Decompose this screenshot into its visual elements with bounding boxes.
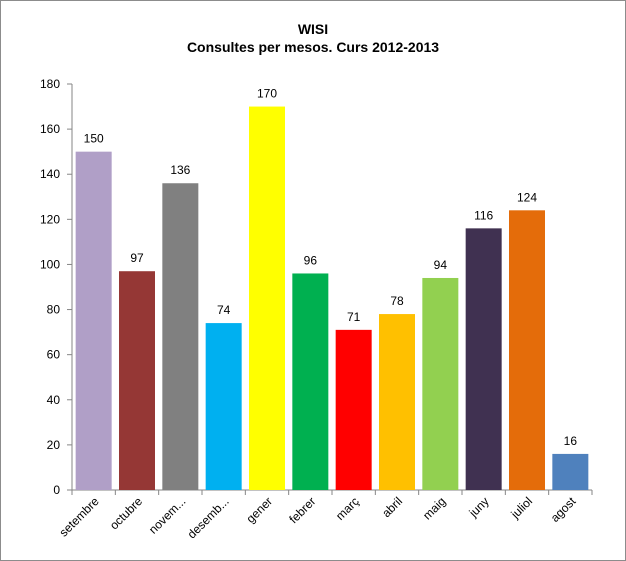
- x-tick-label: gener: [244, 494, 276, 526]
- bar-value-label: 124: [517, 190, 537, 204]
- x-tick-label: juliol: [508, 494, 536, 522]
- bar-desemb: [205, 323, 242, 490]
- x-tick-label: abril: [379, 494, 405, 520]
- bars: [75, 106, 589, 491]
- bar-value-label: 94: [434, 258, 448, 272]
- bar-juliol: [509, 210, 545, 491]
- bar-juny: [465, 228, 502, 490]
- x-tick-label: desemb...: [185, 494, 232, 541]
- y-tick-label: 20: [47, 438, 61, 452]
- x-tick-label: octubre: [107, 494, 145, 532]
- bar-mar: [335, 329, 372, 490]
- y-tick-label: 80: [47, 303, 61, 317]
- bar-value-label: 74: [217, 303, 231, 317]
- bar-abril: [379, 314, 415, 490]
- y-tick-label: 40: [47, 393, 61, 407]
- y-axis: 0 20 40 60 80 100 120 140 160 180: [40, 77, 73, 497]
- x-tick-label: maig: [420, 494, 448, 522]
- bar-gener: [249, 106, 285, 491]
- bar-octubre: [119, 271, 155, 490]
- chart-subtitle: Consultes per mesos. Curs 2012-2013: [186, 39, 440, 55]
- bar-febrer: [292, 273, 329, 490]
- bar-value-label: 150: [84, 132, 104, 146]
- chart-title: WISI: [297, 21, 329, 37]
- x-tick-label: agost: [548, 494, 579, 525]
- y-tick-label: 180: [40, 77, 60, 91]
- x-tick-label: març: [333, 494, 362, 523]
- y-tick-label: 140: [40, 167, 60, 181]
- y-tick-label: 60: [47, 348, 61, 362]
- bar-value-label: 170: [257, 87, 277, 101]
- bar-value-label: 96: [304, 253, 318, 267]
- y-tick-label: 120: [40, 212, 60, 226]
- x-tick-label: febrer: [286, 494, 318, 526]
- bar-novem: [162, 183, 199, 490]
- bar-setembre: [75, 151, 112, 490]
- bar-value-label: 116: [474, 208, 493, 222]
- bar-value-label: 71: [347, 310, 361, 324]
- y-tick-label: 100: [40, 257, 60, 271]
- x-tick-label: novem...: [146, 494, 188, 536]
- bar-value-label: 78: [390, 294, 404, 308]
- x-tick-label: setembre: [57, 494, 103, 540]
- data-labels: 150 97 136 74 170 96 71 78 94 116 124 16: [84, 87, 578, 448]
- x-axis: setembre octubre novem...desemb... gener feb…: [57, 489, 593, 541]
- bar-value-label: 97: [130, 251, 144, 265]
- bar-value-label: 136: [170, 163, 190, 177]
- y-tick-label: 160: [40, 122, 60, 136]
- x-tick-label: juny: [466, 494, 492, 520]
- bar-maig: [422, 277, 459, 490]
- bar-value-label: 16: [564, 434, 578, 448]
- y-tick-label: 0: [53, 483, 60, 497]
- bar-agost: [552, 453, 589, 490]
